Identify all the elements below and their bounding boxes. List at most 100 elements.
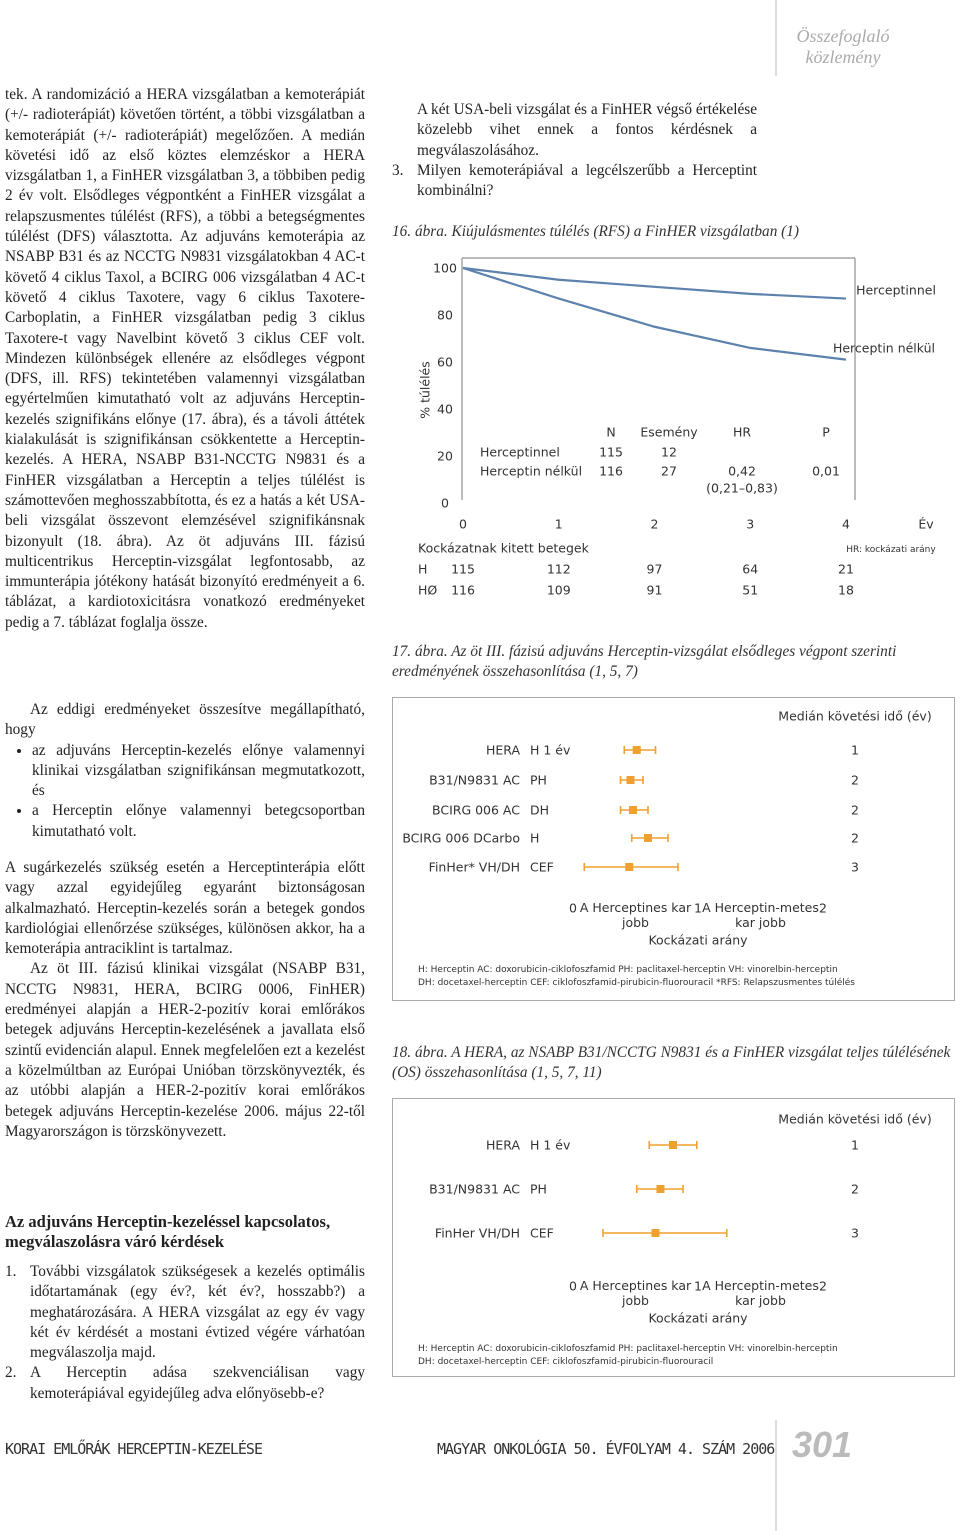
page-number: 301: [792, 1424, 853, 1465]
column-header: Medián követési idő (év): [778, 1111, 932, 1127]
footnote: DH: docetaxel-herceptin CEF: ciklofoszfa…: [418, 977, 855, 988]
table-header: P: [822, 424, 830, 440]
x-axis-label: Kockázati arány: [648, 1310, 748, 1326]
figure-caption: 17. ábra. Az öt III. fázisú adjuváns Her…: [392, 643, 897, 680]
hr-point: [626, 776, 635, 784]
table-cell: 115: [599, 444, 623, 460]
question: 2. A Herceptin adása szekvenciálisan vagy…: [5, 1363, 365, 1404]
study-label: FinHer* VH/DH: [428, 859, 520, 875]
question-text: További vizsgálatok szükségesek a kezelé…: [30, 1263, 365, 1362]
hr-point: [632, 746, 641, 754]
table-cell: 116: [599, 463, 623, 479]
study-label: FinHer VH/DH: [434, 1225, 520, 1241]
column-header: Medián követési idő (év): [778, 708, 932, 724]
favors-label: A Herceptin-metes kar jobb: [702, 900, 819, 930]
arm-label: H 1 év: [530, 742, 571, 758]
question-text: A két USA-beli vizsgálat és a FinHER vég…: [417, 101, 757, 159]
bullet: az adjuváns Herceptin-kezelés előnye val…: [32, 741, 365, 802]
bullet: a Herceptin előnye valamennyi betegcsopo…: [32, 801, 365, 842]
hr-point: [629, 806, 637, 814]
study-label: BCIRG 006 AC: [431, 802, 520, 818]
table-row-label: Herceptinnel: [480, 444, 560, 460]
arm-label: DH: [530, 802, 550, 818]
median-value: 3: [851, 859, 859, 875]
question: 3. Milyen kemoterápiával a legcélszerűbb …: [392, 161, 757, 202]
median-value: 1: [851, 742, 859, 758]
x-tick-label: 0: [459, 516, 467, 532]
footnote: H: Herceptin AC: doxorubicin-ciklofoszfa…: [418, 965, 838, 975]
table-cell: 27: [661, 463, 677, 479]
x-tick-label: 2: [819, 900, 827, 916]
column: A sugárkezelés szükség esetén a Hercepti…: [5, 858, 365, 1142]
x-axis-label: Kockázati arány: [648, 932, 748, 948]
x-unit: Év: [918, 516, 934, 532]
table-header: N: [606, 424, 616, 440]
y-tick-label: 0: [441, 495, 449, 511]
favors-label: A Herceptines kar jobb: [579, 1278, 692, 1308]
x-tick-label: 0: [569, 900, 577, 916]
at-risk-count: 18: [838, 582, 854, 598]
legend-label: Herceptin nélkül: [832, 340, 936, 356]
at-risk-count: 21: [838, 561, 854, 577]
at-risk-count: 91: [646, 582, 663, 598]
question-text: Milyen kemoterápiával a legcélszerűbb a …: [417, 161, 757, 200]
study-label: HERA: [485, 742, 520, 758]
paragraph: tek. A randomizáció a HERA vizsgálatban …: [5, 86, 365, 631]
x-tick-label: 2: [650, 516, 659, 532]
at-risk-count: 109: [546, 582, 571, 598]
y-axis-label: % túlélés: [417, 361, 433, 419]
y-tick-label: 60: [437, 354, 453, 370]
legend-label: Herceptinnel: [856, 282, 936, 298]
section-label: Összefoglaló közlemény: [796, 26, 890, 67]
at-risk-label: H: [418, 561, 428, 577]
journal-info: MAGYAR ONKOLÓGIA 50. ÉVFOLYAM 4. SZÁM 20…: [437, 1440, 775, 1458]
y-tick-label: 80: [437, 307, 453, 323]
column: Az eddigi eredményeket összesítve megáll…: [5, 700, 365, 842]
at-risk-note: HR: kockázati arány: [846, 545, 936, 555]
running-title: KORAI EMLŐRÁK HERCEPTIN-KEZELÉSE: [5, 1440, 263, 1458]
table-cell: (0,21–0,83): [706, 480, 778, 496]
median-value: 3: [851, 1225, 859, 1241]
at-risk-count: 64: [742, 561, 759, 577]
question: A két USA-beli vizsgálat és a FinHER vég…: [392, 100, 757, 161]
question-list: 1. További vizsgálatok szükségesek a keze…: [5, 1262, 365, 1404]
favors-label: A Herceptines kar jobb: [579, 900, 692, 930]
bullet-list: az adjuváns Herceptin-kezelés előnye val…: [5, 741, 365, 842]
x-tick-label: 1: [694, 900, 702, 916]
table-cell: 12: [661, 444, 677, 460]
study-label: BCIRG 006 DCarbo: [402, 830, 520, 846]
study-label: B31/N9831 AC: [429, 772, 520, 788]
y-tick-label: 100: [433, 260, 457, 276]
study-label: HERA: [485, 1137, 520, 1153]
figure-frame: [392, 697, 955, 1001]
hr-point: [651, 1229, 660, 1237]
x-tick-label: 0: [569, 1278, 577, 1294]
median-value: 2: [851, 772, 859, 788]
arm-label: PH: [530, 1181, 547, 1197]
y-tick-label: 40: [437, 401, 453, 417]
at-risk-count: 97: [646, 561, 663, 577]
arm-label: H 1 év: [530, 1137, 571, 1153]
at-risk-count: 116: [451, 582, 475, 598]
question-number: 2.: [5, 1364, 17, 1382]
y-tick-label: 20: [437, 448, 453, 464]
favors-label: A Herceptin-metes kar jobb: [702, 1278, 819, 1308]
median-value: 2: [851, 1181, 859, 1197]
table-cell: 0,01: [812, 463, 840, 479]
x-tick-label: 3: [746, 516, 755, 532]
hr-point: [625, 863, 634, 871]
arm-label: PH: [530, 772, 547, 788]
question-number: 1.: [5, 1263, 17, 1280]
column: tek. A randomizáció a HERA vizsgálatban …: [5, 85, 365, 633]
median-value: 2: [851, 802, 859, 818]
survival-curve: [462, 266, 847, 300]
arm-label: CEF: [530, 859, 554, 875]
at-risk-count: 115: [451, 561, 475, 577]
at-risk-title: Kockázatnak kitett betegek: [418, 540, 589, 556]
x-tick-label: 2: [819, 1278, 827, 1294]
figure-caption: 18. ábra. A HERA, az NSABP B31/NCCTG N98…: [392, 1044, 951, 1081]
figure-caption: 16. ábra. Kiújulásmentes túlélés (RFS) a…: [392, 223, 800, 240]
table-header: Esemény: [640, 424, 698, 440]
survival-curve: [462, 266, 847, 361]
arm-label: H: [530, 830, 540, 846]
